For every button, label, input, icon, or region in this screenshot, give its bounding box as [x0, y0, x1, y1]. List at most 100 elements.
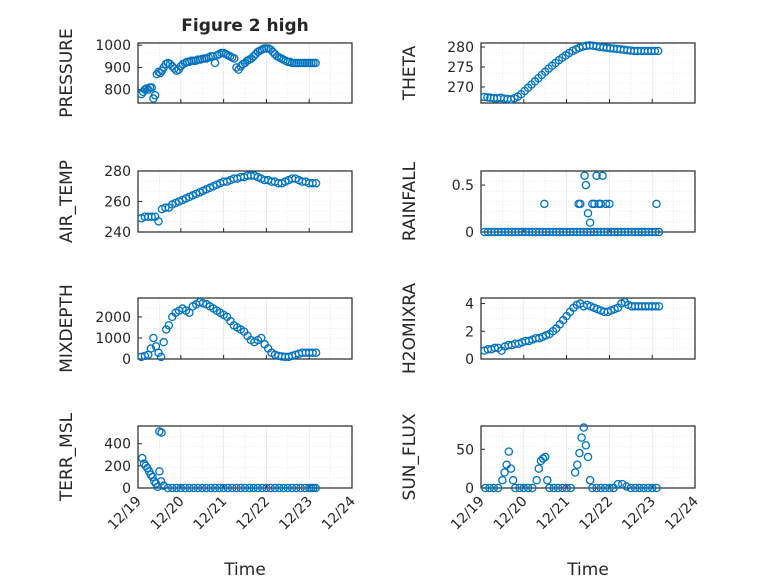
- data-point: [519, 483, 529, 493]
- data-point: [163, 483, 173, 493]
- data-point: [159, 481, 168, 491]
- data-point: [538, 454, 548, 463]
- y-tick-label: 1000: [95, 38, 131, 54]
- data-point: [585, 218, 595, 227]
- data-point: [146, 470, 156, 479]
- data-point: [653, 46, 663, 56]
- data-point: [266, 483, 275, 493]
- data-point: [592, 171, 601, 180]
- grid: [481, 171, 695, 232]
- data-point: [165, 59, 175, 69]
- subplot-5: 0 1000 2000 MIXDEPTH: [57, 284, 353, 373]
- data-point: [540, 199, 549, 209]
- y-axis-label: AIR_TEMP: [57, 160, 77, 243]
- data-point: [577, 433, 586, 442]
- data-point: [148, 472, 157, 482]
- data-point: [147, 212, 156, 221]
- series-markers: [480, 297, 664, 355]
- data-point: [245, 483, 254, 493]
- data-point: [540, 452, 550, 462]
- y-tick-label: 0.5: [452, 178, 474, 194]
- axes-box: [137, 42, 353, 104]
- figure-title: Figure 2 high: [181, 16, 309, 36]
- data-point: [592, 483, 601, 493]
- subplot-8: 0 50 12/19 12/20 12/21 12/22 12/23 12/24 SUN_FLU…: [400, 413, 702, 533]
- x-tick-label: 12/20: [148, 494, 188, 534]
- x-tick-label: 12/23: [276, 494, 316, 534]
- axes-box: [480, 170, 696, 233]
- data-point: [580, 171, 589, 180]
- data-point: [639, 483, 648, 493]
- data-point: [596, 199, 606, 209]
- subplot-6: 0 2 4 H2OMIXRA: [400, 283, 696, 374]
- data-point: [147, 83, 156, 92]
- data-point: [566, 483, 576, 493]
- y-axis-label: RAINFALL: [400, 161, 420, 241]
- series-markers: [138, 427, 320, 493]
- data-point: [249, 483, 258, 493]
- data-point: [198, 299, 208, 308]
- data-point: [150, 90, 160, 100]
- data-point: [573, 460, 582, 469]
- data-point: [167, 483, 177, 493]
- data-point: [249, 52, 258, 61]
- y-axis-label: TERR_MSL: [57, 412, 77, 502]
- data-point: [576, 199, 585, 209]
- data-point: [515, 483, 524, 493]
- data-point: [180, 483, 190, 493]
- y-axis-label: SUN_FLUX: [400, 413, 420, 500]
- data-point: [247, 54, 256, 63]
- data-point: [590, 199, 599, 209]
- data-point: [506, 464, 516, 473]
- data-point: [146, 344, 156, 353]
- data-point: [480, 92, 489, 102]
- y-tick-label: 275: [447, 60, 474, 76]
- data-point: [232, 483, 241, 493]
- data-point: [185, 308, 194, 317]
- x-tick-label: 12/24: [662, 493, 702, 533]
- data-point: [545, 483, 554, 493]
- x-tick-label: 12/19: [448, 494, 488, 534]
- data-point: [232, 63, 241, 72]
- data-point: [189, 483, 198, 493]
- data-point: [583, 208, 593, 218]
- data-point: [185, 483, 194, 493]
- data-point: [490, 343, 499, 353]
- data-point: [311, 483, 320, 493]
- subplot-4: 0 0.5 RAINFALL: [400, 161, 696, 241]
- y-tick-label: 1000: [95, 331, 131, 347]
- data-point: [558, 483, 567, 493]
- axes-box: [480, 297, 696, 360]
- x-tick-label: 12/24: [319, 493, 359, 533]
- grid: [138, 426, 352, 488]
- y-tick-label: 900: [104, 60, 131, 76]
- grid: [138, 298, 352, 359]
- data-point: [270, 483, 280, 493]
- data-point: [630, 483, 640, 493]
- y-tick-label: 800: [104, 83, 131, 99]
- data-point: [311, 58, 320, 68]
- data-point: [172, 483, 181, 493]
- data-point: [274, 483, 284, 493]
- subplot-2: 270 275 280 THETA: [400, 40, 696, 104]
- data-point: [157, 428, 166, 437]
- data-point: [613, 479, 623, 489]
- data-point: [283, 483, 293, 493]
- data-point: [483, 93, 492, 102]
- data-point: [257, 333, 266, 343]
- subplot-3: 240 260 280 AIR_TEMP: [57, 160, 353, 243]
- data-point: [311, 348, 321, 357]
- data-point: [575, 448, 584, 458]
- data-point: [652, 483, 661, 493]
- data-point: [647, 483, 657, 493]
- data-point: [617, 479, 627, 489]
- data-point: [253, 483, 263, 493]
- data-point: [227, 483, 237, 493]
- data-point: [562, 483, 571, 493]
- y-tick-label: 200: [104, 459, 131, 475]
- data-point: [500, 468, 509, 477]
- data-point: [156, 352, 166, 362]
- data-point: [622, 482, 631, 491]
- series-markers: [137, 171, 321, 226]
